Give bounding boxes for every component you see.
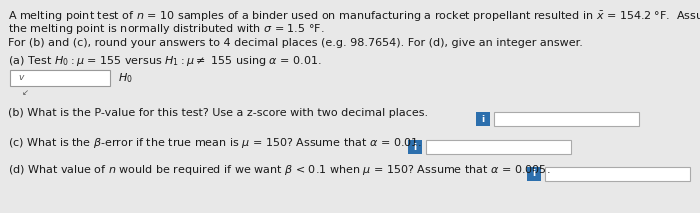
Bar: [494, 112, 639, 126]
Text: $H_0$: $H_0$: [118, 71, 133, 85]
Text: ↙: ↙: [22, 88, 29, 97]
Text: For (b) and (c), round your answers to 4 decimal places (e.g. 98.7654). For (d),: For (b) and (c), round your answers to 4…: [8, 38, 583, 48]
Text: i: i: [533, 170, 536, 178]
Text: (d) What value of $n$ would be required if we want $\beta$ < 0.1 when $\mu$ = 15: (d) What value of $n$ would be required …: [8, 163, 550, 177]
Text: v: v: [18, 73, 23, 82]
Text: A melting point test of $n$ = 10 samples of a binder used on manufacturing a roc: A melting point test of $n$ = 10 samples…: [8, 10, 700, 24]
Bar: [545, 167, 690, 181]
Text: the melting point is normally distributed with $\sigma$ = 1.5 °F.: the melting point is normally distribute…: [8, 22, 324, 36]
Text: (c) What is the $\beta$-error if the true mean is $\mu$ = 150? Assume that $\alp: (c) What is the $\beta$-error if the tru…: [8, 136, 422, 150]
Bar: [476, 112, 490, 126]
Text: (a) Test $H_0 : \mu$ = 155 versus $H_1 : \mu \neq$ 155 using $\alpha$ = 0.01.: (a) Test $H_0 : \mu$ = 155 versus $H_1 :…: [8, 54, 322, 68]
Bar: [408, 140, 422, 154]
Bar: [10, 70, 110, 86]
Bar: [426, 140, 571, 154]
Text: (b) What is the P-value for this test? Use a z-score with two decimal places.: (b) What is the P-value for this test? U…: [8, 108, 428, 118]
Bar: [527, 167, 541, 181]
Text: i: i: [414, 142, 416, 151]
Text: i: i: [482, 115, 484, 124]
